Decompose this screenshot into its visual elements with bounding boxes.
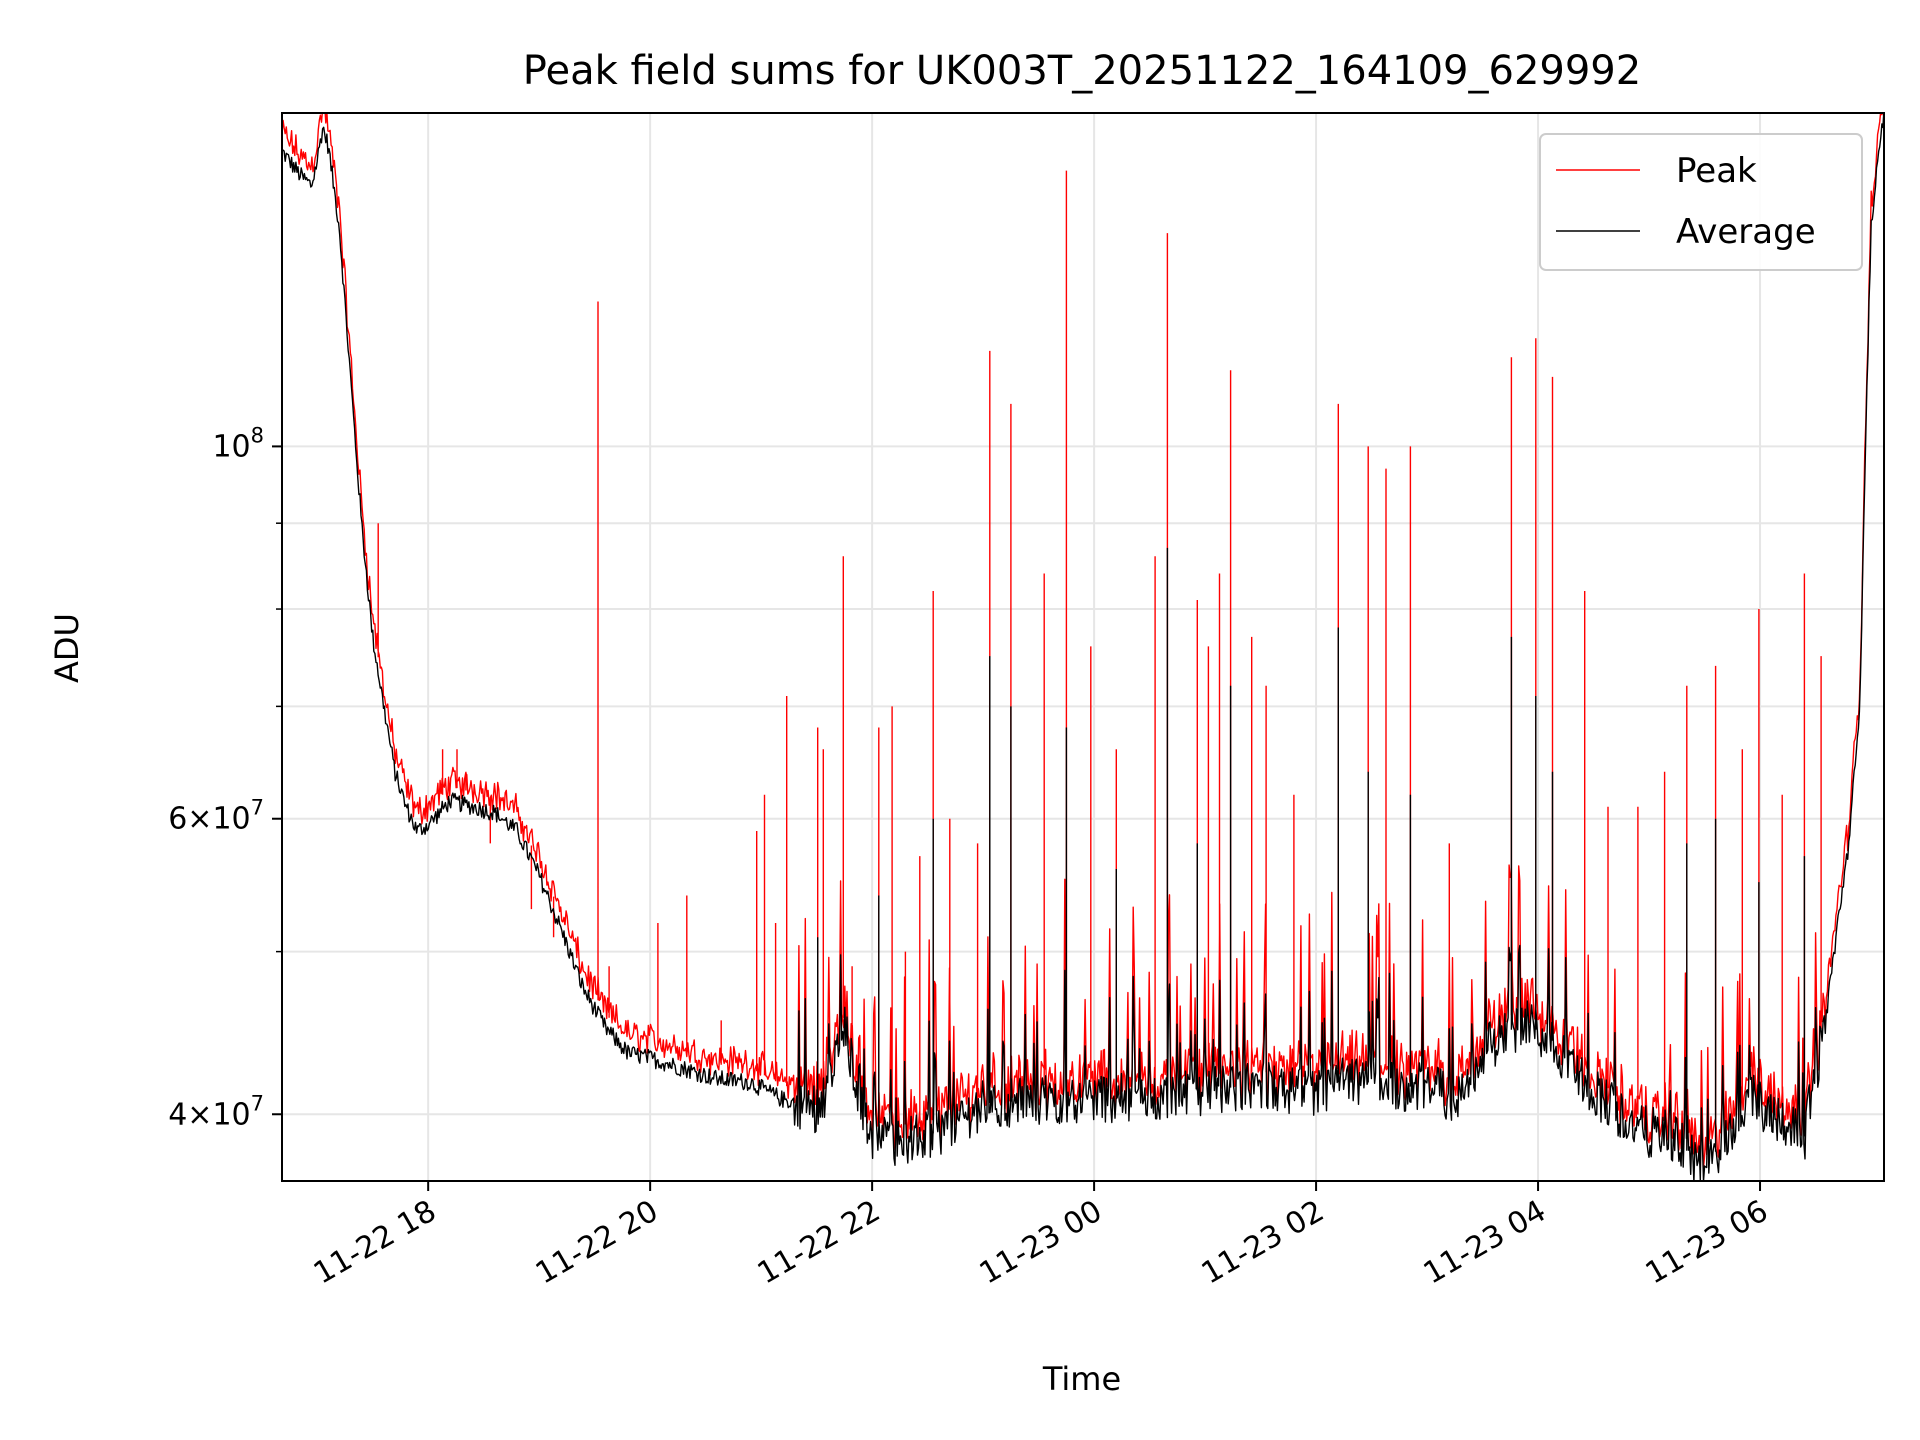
y-tick-label: 6×107 [168, 796, 264, 837]
y-tick-label: 108 [212, 423, 264, 464]
y-tick-label-exponent: 7 [251, 1091, 264, 1115]
legend-box [1539, 133, 1863, 271]
plot-area [282, 113, 1884, 1181]
chart-title: Peak field sums for UK003T_20251122_1641… [523, 48, 1641, 94]
plot-frame [281, 112, 1885, 1182]
y-tick-label-exponent: 8 [251, 423, 264, 447]
y-tick-label-base: 4×10 [168, 1097, 250, 1132]
y-tick-label-base: 6×10 [168, 802, 250, 837]
legend-label-peak: Peak [1676, 151, 1757, 191]
legend-label-average: Average [1676, 212, 1816, 252]
y-tick-label-base: 10 [212, 429, 250, 464]
legend: Peak Average [1539, 133, 1863, 271]
series-line-average [282, 113, 1884, 1181]
grid [282, 113, 1884, 1181]
y-tick-label-exponent: 7 [251, 796, 264, 820]
y-axis-title: ADU [48, 613, 86, 683]
y-tick-label: 4×107 [168, 1091, 264, 1132]
x-axis-title: Time [1042, 1360, 1121, 1398]
